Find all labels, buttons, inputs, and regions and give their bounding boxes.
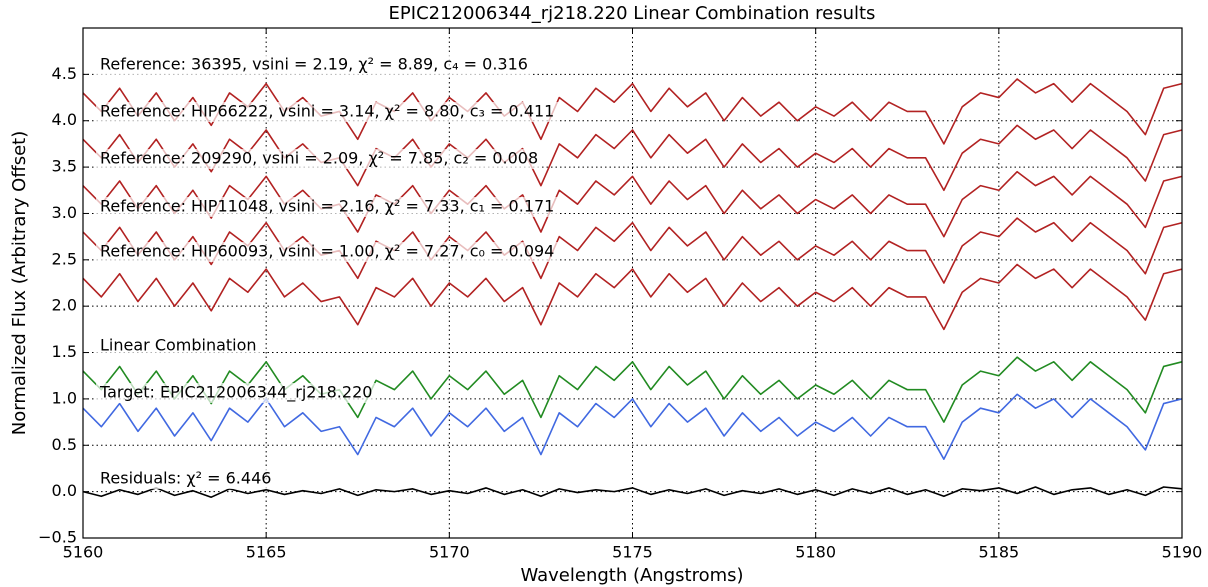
- series-label: Linear Combination: [100, 336, 257, 355]
- y-tick-label: 3.5: [52, 157, 77, 176]
- y-tick-label: −0.5: [38, 528, 77, 547]
- label-background: [96, 469, 276, 489]
- x-tick-label: 5170: [429, 543, 470, 562]
- y-tick-label: 0.0: [52, 481, 77, 500]
- x-tick-label: 5160: [63, 543, 104, 562]
- series-label: Reference: HIP60093, vsini = 1.00, χ² = …: [100, 242, 554, 261]
- x-tick-label: 5175: [612, 543, 653, 562]
- y-tick-label: 1.5: [52, 342, 77, 361]
- label-background: [96, 383, 377, 403]
- label-background: [96, 336, 261, 356]
- x-tick-label: 5185: [978, 543, 1019, 562]
- x-tick-label: 5165: [246, 543, 287, 562]
- label-background: [96, 149, 543, 169]
- series-line: [82, 78, 1183, 145]
- y-tick-label: 2.0: [52, 296, 77, 315]
- series-label: Reference: HIP66222, vsini = 3.14, χ² = …: [100, 102, 554, 121]
- label-background: [96, 55, 532, 75]
- y-tick-label: 4.5: [52, 64, 77, 83]
- label-background: [96, 102, 559, 122]
- series-label: Reference: 209290, vsini = 2.09, χ² = 7.…: [100, 149, 538, 168]
- y-tick-label: 0.5: [52, 435, 77, 454]
- label-background: [96, 197, 559, 217]
- chart-title: EPIC212006344_rj218.220 Linear Combinati…: [389, 3, 876, 24]
- y-tick-label: 3.0: [52, 203, 77, 222]
- y-tick-label: 1.0: [52, 388, 77, 407]
- series-line: [82, 393, 1183, 460]
- x-tick-label: 5180: [795, 543, 836, 562]
- series-label: Reference: HIP11048, vsini = 2.16, χ² = …: [100, 197, 554, 216]
- series-line: [82, 124, 1183, 192]
- y-tick-label: 4.0: [52, 110, 77, 129]
- series-line: [82, 356, 1183, 423]
- series-line: [82, 217, 1183, 284]
- y-axis-label: Normalized Flux (Arbitrary Offset): [9, 131, 30, 435]
- x-axis-label: Wavelength (Angstroms): [520, 565, 743, 586]
- series-line: [82, 263, 1183, 331]
- series-label: Target: EPIC212006344_rj218.220: [99, 383, 372, 403]
- series-line: [82, 170, 1183, 238]
- series-line: [82, 486, 1183, 498]
- series-label: Reference: 36395, vsini = 2.19, χ² = 8.8…: [100, 55, 528, 74]
- plot-frame: [82, 27, 1183, 539]
- series-label: Residuals: χ² = 6.446: [100, 469, 271, 488]
- x-tick-label: 5190: [1162, 543, 1203, 562]
- label-background: [96, 242, 559, 262]
- y-tick-label: 2.5: [52, 249, 77, 268]
